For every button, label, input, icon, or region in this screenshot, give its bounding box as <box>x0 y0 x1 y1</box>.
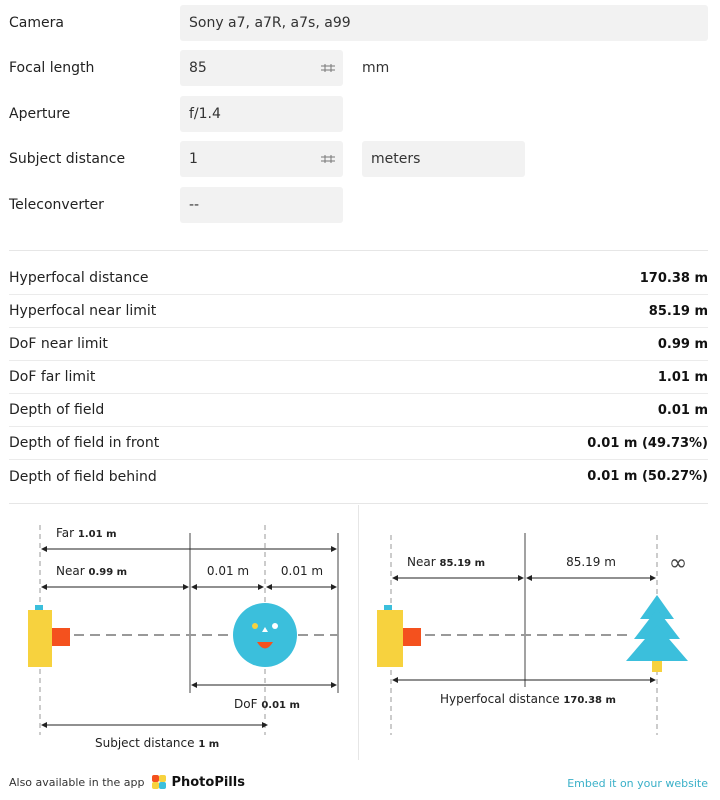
result-label: DoF near limit <box>9 336 108 352</box>
result-row-hyperfocal-near: Hyperfocal near limit 85.19 m <box>9 295 708 328</box>
result-row-dof-near: DoF near limit 0.99 m <box>9 328 708 361</box>
result-label: Hyperfocal near limit <box>9 303 157 319</box>
footer: Also available in the app PhotoPills Emb… <box>9 760 708 800</box>
aperture-select[interactable]: f/1.4 <box>180 96 343 132</box>
behind-value: 0.01 m <box>281 564 323 578</box>
subject-distance-input[interactable]: 1 <box>180 141 343 177</box>
diagram-separator <box>358 505 359 760</box>
result-label: Depth of field <box>9 402 105 418</box>
camera-icon <box>28 605 70 667</box>
beyond-value: 85.19 m <box>566 555 616 569</box>
focal-length-label: Focal length <box>9 60 95 76</box>
result-row-dof-far: DoF far limit 1.01 m <box>9 361 708 394</box>
tree-icon <box>626 595 688 672</box>
divider <box>9 503 708 504</box>
result-value: 1.01 m <box>657 369 708 385</box>
result-value: 0.99 m <box>657 336 708 352</box>
aperture-label: Aperture <box>9 106 71 122</box>
app-promo: Also available in the app PhotoPills <box>9 774 245 790</box>
subject-distance-value: 1 <box>189 151 198 167</box>
far-label: Far 1.01 m <box>56 526 117 540</box>
hyperfocal-diagram: Near 85.19 m 85.19 m ∞ Hyperfocal distan… <box>377 533 688 735</box>
result-row-hyperfocal: Hyperfocal distance 170.38 m <box>9 262 708 295</box>
result-row-dof-behind: Depth of field behind 0.01 m (50.27%) <box>9 460 708 493</box>
result-label: Depth of field in front <box>9 435 160 451</box>
subject-face-icon <box>233 603 297 667</box>
near-label: Near 0.99 m <box>56 564 127 578</box>
front-value: 0.01 m <box>207 564 249 578</box>
hyperfocal-label: Hyperfocal distance 170.38 m <box>440 692 616 706</box>
focal-length-input[interactable]: 85 <box>180 50 343 86</box>
result-row-depth-of-field: Depth of field 0.01 m <box>9 394 708 427</box>
camera-icon <box>377 605 421 667</box>
teleconverter-label: Teleconverter <box>9 197 104 213</box>
result-value: 0.01 m (50.27%) <box>587 469 708 484</box>
embed-link[interactable]: Embed it on your website <box>567 777 708 790</box>
stepper-icon[interactable] <box>321 154 335 164</box>
stepper-icon[interactable] <box>321 63 335 73</box>
teleconverter-select[interactable]: -- <box>180 187 343 223</box>
result-label: DoF far limit <box>9 369 96 385</box>
subject-distance-label: Subject distance <box>9 151 126 167</box>
result-value: 85.19 m <box>648 303 708 319</box>
result-label: Hyperfocal distance <box>9 270 149 286</box>
available-text: Also available in the app <box>9 775 145 789</box>
dof-label: DoF 0.01 m <box>234 697 300 711</box>
app-name[interactable]: PhotoPills <box>171 774 245 790</box>
result-row-dof-front: Depth of field in front 0.01 m (49.73%) <box>9 427 708 460</box>
near-label: Near 85.19 m <box>407 555 485 569</box>
focal-length-unit: mm <box>362 60 390 76</box>
divider <box>9 250 708 251</box>
subject-distance-unit-select[interactable]: meters <box>362 141 525 177</box>
camera-label: Camera <box>9 15 64 31</box>
result-label: Depth of field behind <box>9 468 157 485</box>
photopills-logo-icon[interactable] <box>151 774 167 790</box>
infinity-icon: ∞ <box>669 551 687 576</box>
subject-distance-label: Subject distance 1 m <box>95 736 219 750</box>
result-value: 0.01 m <box>657 402 708 418</box>
dof-diagram: Far 1.01 m Near 0.99 m 0.01 m 0.01 m DoF… <box>28 525 339 750</box>
result-value: 0.01 m (49.73%) <box>587 435 708 451</box>
result-value: 170.38 m <box>639 270 708 286</box>
camera-select[interactable]: Sony a7, a7R, a7s, a99 <box>180 5 708 41</box>
focal-length-value: 85 <box>189 60 207 76</box>
